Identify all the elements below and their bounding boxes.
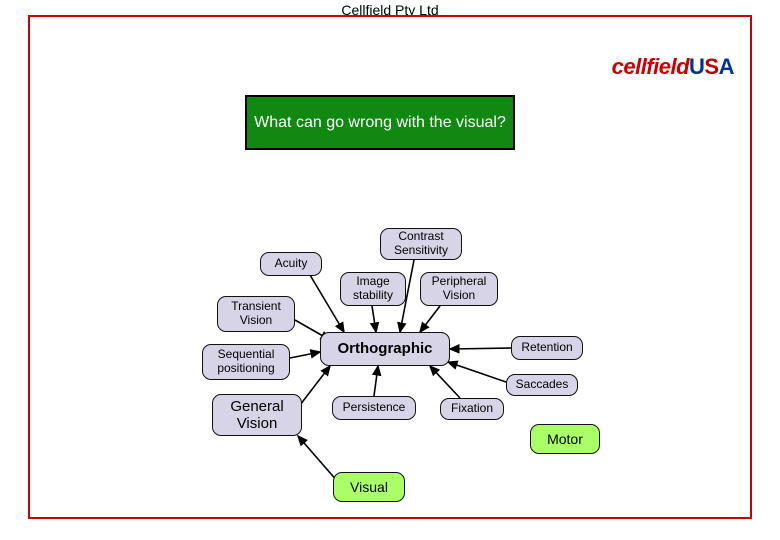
node-acuity: Acuity — [260, 252, 322, 276]
node-contrast: Contrast Sensitivity — [380, 228, 462, 260]
slide-frame — [28, 15, 752, 519]
node-label-sequential: Sequential positioning — [207, 348, 285, 376]
node-label-motor: Motor — [547, 431, 583, 447]
logo-usa-s: S — [704, 54, 718, 79]
logo-usa-a: A — [719, 54, 734, 79]
node-peripheral: Peripheral Vision — [420, 272, 498, 306]
node-fixation: Fixation — [440, 398, 504, 420]
node-orthographic: Orthographic — [320, 332, 450, 366]
node-label-saccades: Saccades — [516, 378, 569, 392]
node-persistence: Persistence — [332, 396, 416, 420]
slide-stage: { "header": { "top_title": "Cellfield Pt… — [0, 0, 780, 540]
node-visual: Visual — [333, 472, 405, 502]
node-label-orthographic: Orthographic — [337, 340, 432, 357]
node-general: General Vision — [212, 394, 302, 436]
cellfield-usa-logo: cellfieldUSA — [612, 54, 734, 80]
node-label-general: General Vision — [217, 398, 297, 433]
node-label-fixation: Fixation — [451, 402, 493, 416]
node-label-visual: Visual — [350, 479, 388, 495]
logo-usa-u: U — [689, 54, 704, 79]
node-motor: Motor — [530, 424, 600, 454]
logo-text-main: cellfield — [612, 54, 689, 79]
node-label-image: Image stability — [345, 275, 401, 303]
node-label-transient: Transient Vision — [222, 300, 290, 328]
node-label-acuity: Acuity — [275, 257, 308, 271]
node-label-persistence: Persistence — [343, 401, 406, 415]
node-image: Image stability — [340, 272, 406, 306]
question-text: What can go wrong with the visual? — [254, 114, 506, 132]
node-label-peripheral: Peripheral Vision — [425, 275, 493, 303]
question-box: What can go wrong with the visual? — [245, 95, 515, 150]
node-sequential: Sequential positioning — [202, 344, 290, 380]
node-label-contrast: Contrast Sensitivity — [385, 230, 457, 258]
node-transient: Transient Vision — [217, 296, 295, 332]
node-saccades: Saccades — [506, 374, 578, 396]
node-retention: Retention — [511, 336, 583, 360]
node-label-retention: Retention — [521, 341, 572, 355]
